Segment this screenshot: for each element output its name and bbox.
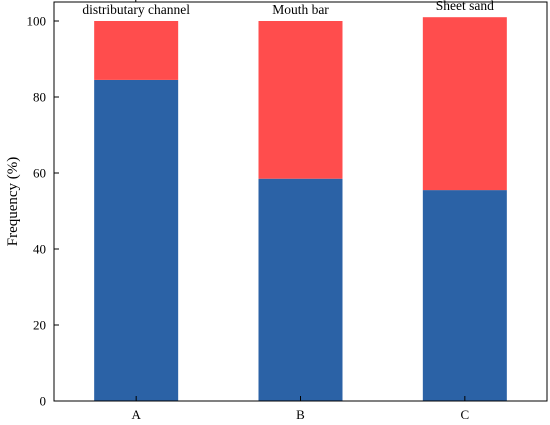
bar-segment-a-2 [94, 21, 179, 80]
bar-annotation-line: distributary channel [82, 2, 190, 17]
bar-segment-b-2 [258, 21, 343, 179]
y-tick-label-60: 60 [33, 166, 46, 181]
y-tick-label-80: 80 [33, 90, 46, 105]
x-tick-label-c: C [460, 407, 469, 422]
axes-layer: 0 20 40 60 80 100 A B C [27, 1, 548, 422]
y-tick-label-100: 100 [27, 14, 47, 29]
bar-annotation-a: Subaqueousdistributary channel [82, 0, 190, 17]
bar-annotation-line: Mouth bar [272, 2, 329, 17]
x-tick-label-b: B [296, 407, 305, 422]
y-tick-label-20: 20 [33, 318, 46, 333]
bar-segment-c-1 [422, 190, 507, 401]
bar-segment-c-2 [422, 17, 507, 191]
labels-layer: Frequency (%) Subaqueousdistributary chan… [5, 0, 494, 246]
x-tick-label-a: A [131, 407, 141, 422]
bar-annotation-line: Subaqueous [104, 0, 169, 2]
y-axis-label: Frequency (%) [5, 157, 21, 247]
bar-segment-b-1 [258, 178, 343, 401]
y-tick-label-40: 40 [33, 242, 46, 257]
bar-annotation-line: Sheet sand [436, 0, 494, 13]
y-tick-label-0: 0 [40, 394, 47, 409]
bar-segment-a-1 [94, 79, 179, 402]
bar-annotation-b: Mouth bar [272, 2, 329, 17]
bar-annotation-c: Sheet sand [436, 0, 494, 13]
bars-layer [94, 17, 507, 402]
